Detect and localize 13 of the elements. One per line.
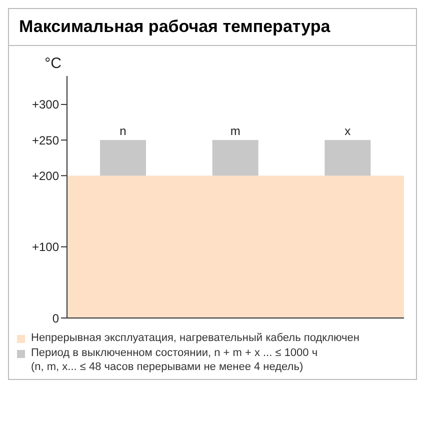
- x-tick-label: n: [120, 124, 126, 138]
- x-tick-label: x: [344, 124, 351, 138]
- legend-label: Непрерывная эксплуатация, нагревательный кабель подключен: [31, 331, 360, 346]
- y-tick-label: +100: [32, 240, 60, 254]
- text: (n, m, x... ≤ 48 часов перерывами не менее 4 недель): [31, 361, 304, 373]
- y-tick-label: +250: [32, 133, 60, 148]
- y-tick-label: +300: [32, 98, 60, 112]
- y-axis-title: °C: [44, 55, 62, 72]
- y-tick-label: +200: [32, 168, 60, 183]
- legend-label: Период в выключенном состоянии, n + m + x ... ≤ 1000 ч: [31, 346, 318, 361]
- chart-title: Максимальная рабочая температура: [9, 9, 416, 46]
- y-tick-label: 0: [52, 311, 60, 326]
- x-tick-label: m: [230, 124, 240, 138]
